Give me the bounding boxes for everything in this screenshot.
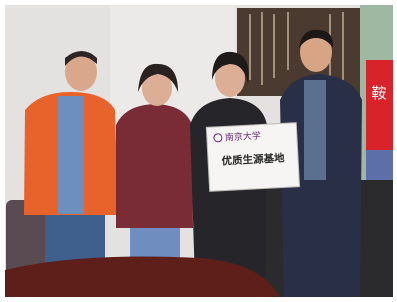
red-banner <box>366 60 393 150</box>
sign: 南京大学 优质生源基地 <box>206 123 299 192</box>
page: {"sign": {"logo": "南京大学", "title": "优质生源… <box>0 0 397 302</box>
scene: 鞍 南京大学 <box>5 5 393 297</box>
photo: 鞍 南京大学 <box>0 0 397 302</box>
banner-text: 鞍 <box>371 84 386 102</box>
